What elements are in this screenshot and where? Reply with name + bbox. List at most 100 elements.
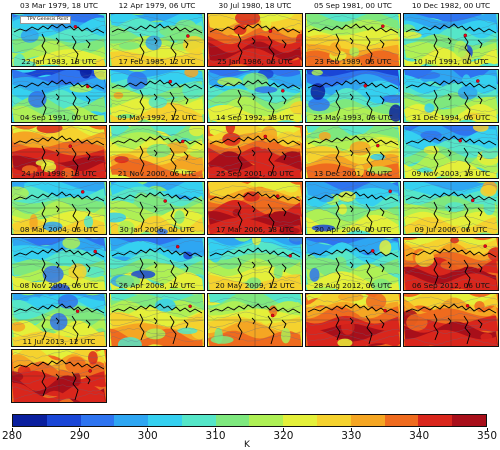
contour-line [306, 200, 400, 208]
temperature-anomaly [114, 156, 129, 164]
contour-line [110, 87, 204, 95]
graticule [306, 238, 400, 290]
contour-line [110, 134, 204, 142]
temperature-anomaly [28, 297, 42, 304]
coastline [405, 247, 497, 289]
tpv-genesis-point [275, 194, 280, 198]
contour-line [404, 313, 498, 321]
temperature-anomaly [487, 247, 498, 262]
temperature-anomaly [337, 338, 353, 346]
temperature-band [208, 161, 302, 178]
temperature-anomaly [409, 339, 430, 346]
contour-line [12, 142, 106, 150]
panel-date-title: 09 May 1992, 12 UTC [117, 113, 197, 122]
map-frame [207, 13, 303, 67]
map-panel: 26 Apr 2008, 12 UTC [109, 280, 205, 350]
contour-line [12, 110, 106, 118]
contour-line [404, 54, 498, 63]
contour-line [110, 110, 203, 118]
map-frame [109, 13, 205, 67]
graticule [404, 14, 498, 66]
temperature-anomaly [113, 91, 124, 99]
panel-date-title: 31 Dec 1994, 06 UTC [411, 113, 491, 122]
map-panel: 14 Sep 1992, 18 UTC [207, 112, 303, 182]
temperature-anomaly [117, 337, 142, 346]
map-frame: TPV Genesis Point [11, 13, 107, 67]
colorbar-segment [46, 415, 81, 426]
temperature-anomaly [440, 259, 466, 270]
temperature-anomaly [258, 141, 267, 150]
tpv-genesis-point [383, 308, 387, 313]
tpv-genesis-point [376, 143, 380, 148]
colorbar-tick-label: 290 [69, 430, 90, 442]
panel-date-title: 14 Sep 1992, 18 UTC [216, 113, 294, 122]
temperature-anomaly [254, 86, 278, 94]
colorbar-segment [283, 415, 318, 426]
map-panel: 12 Apr 1979, 06 UTC [109, 0, 205, 70]
map-frame [305, 125, 401, 179]
contour-line [208, 216, 302, 224]
map-frame [109, 181, 205, 235]
temperature-anomaly [311, 224, 335, 232]
map-frame [11, 125, 107, 179]
map-panel: 22 Jan 1983, 18 UTC [11, 56, 107, 126]
temperature-anomaly [288, 238, 302, 245]
panel-date-title: 20 Apr 2006, 00 UTC [314, 225, 392, 234]
temperature-anomaly [295, 33, 302, 47]
potential-temperature-map [110, 238, 204, 290]
potential-temperature-map [12, 182, 106, 234]
map-frame [403, 293, 499, 347]
panel-date-title: 30 Jul 1980, 18 UTC [218, 1, 292, 10]
coastline [111, 135, 203, 177]
tpv-genesis-point [281, 89, 285, 93]
potential-temperature-map [306, 14, 400, 66]
contour-line [110, 102, 204, 111]
tpv-genesis-point [476, 79, 480, 83]
tpv-genesis-point [163, 199, 167, 203]
temperature-anomaly [306, 254, 318, 270]
contour-line [208, 168, 302, 176]
contour-line [208, 271, 302, 279]
colorbar-tick [282, 428, 284, 431]
contour-line [208, 247, 302, 256]
contour-line [110, 183, 204, 192]
temperature-anomaly [159, 25, 185, 37]
coastline [13, 79, 105, 121]
contour-line [12, 48, 106, 57]
contour-line [12, 246, 106, 254]
contour-line [306, 103, 400, 111]
contour-line [404, 16, 498, 24]
temperature-anomaly [12, 322, 26, 332]
contour-line [110, 303, 204, 312]
graticule [12, 350, 106, 402]
panel-date-title: 17 Feb 1985, 12 UTC [118, 57, 196, 66]
contour-line [404, 72, 498, 81]
contour-line [208, 208, 302, 216]
temperature-anomaly [119, 42, 141, 50]
temperature-anomaly [217, 77, 243, 86]
contour-line [306, 127, 400, 136]
map-frame [403, 69, 499, 123]
contour-line [12, 86, 106, 94]
map-frame [11, 69, 107, 123]
map-panel: 21 Nov 2000, 06 UTC [109, 168, 205, 238]
temperature-anomaly [62, 238, 81, 249]
map-panel: 28 Aug 2012, 06 UTC [305, 280, 401, 350]
contour-line [306, 144, 400, 152]
colorbar-tick-label: 320 [273, 430, 294, 442]
temperature-anomaly [474, 301, 485, 312]
contour-line [12, 384, 106, 393]
temperature-anomaly [308, 97, 330, 112]
panel-date-title: 11 Jul 2013, 12 UTC [22, 337, 96, 346]
temperature-band [404, 160, 497, 178]
contour-line [12, 263, 106, 272]
temperature-anomaly [95, 58, 106, 66]
contour-line [12, 126, 106, 135]
contour-line [306, 54, 400, 62]
temperature-anomaly [481, 148, 498, 159]
temperature-anomaly [370, 153, 386, 160]
coastline [307, 303, 399, 345]
graticule [208, 70, 302, 122]
map-frame [207, 293, 303, 347]
potential-temperature-map [110, 294, 204, 346]
